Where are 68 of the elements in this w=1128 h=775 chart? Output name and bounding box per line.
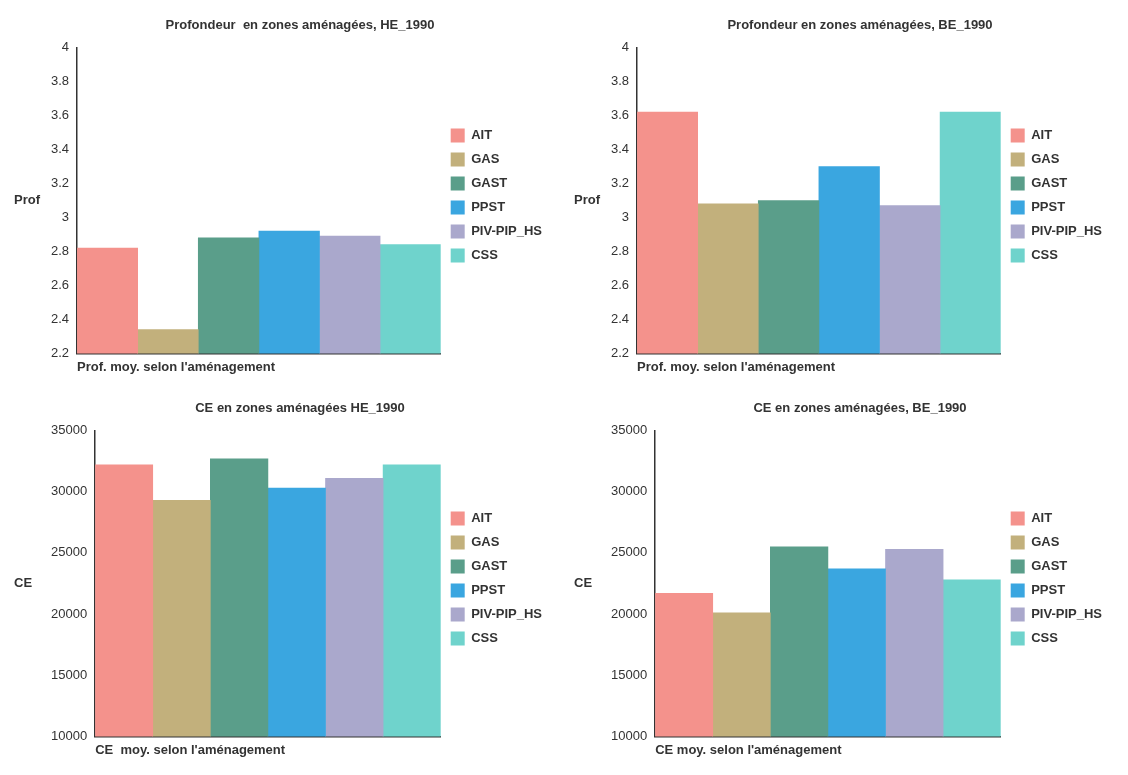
legend-label: AIT bbox=[471, 510, 493, 526]
legend-label: GAST bbox=[1031, 175, 1068, 191]
chart-title: Profondeur en zones aménagées, HE_1990 bbox=[165, 17, 435, 33]
legend-label: AIT bbox=[1031, 510, 1053, 526]
chart-title: CE en zones aménagées HE_1990 bbox=[195, 400, 405, 416]
legend-label: PIV-PIP_HS bbox=[471, 606, 543, 622]
legend-label: GAST bbox=[471, 558, 508, 574]
y-tick-label: 4 bbox=[621, 39, 630, 55]
y-tick-label: 2.8 bbox=[50, 243, 70, 259]
y-tick-label: 15000 bbox=[610, 666, 648, 682]
y-tick-label: 30000 bbox=[610, 483, 648, 499]
y-tick-label: 3 bbox=[621, 209, 630, 225]
legend-label: GAS bbox=[471, 534, 500, 550]
y-tick-label: 3.8 bbox=[50, 73, 70, 89]
y-tick-label: 20000 bbox=[50, 605, 88, 621]
y-tick-label: 2.4 bbox=[50, 311, 70, 326]
y-tick-label: 2.8 bbox=[610, 243, 630, 259]
y-tick-label: 35000 bbox=[610, 422, 648, 438]
y-axis-title: CE bbox=[574, 575, 593, 591]
legend-label: PIV-PIP_HS bbox=[471, 223, 543, 239]
x-axis-title: CE moy. selon l'aménagement bbox=[95, 741, 286, 757]
legend-label: GAST bbox=[471, 175, 508, 191]
y-tick-label: 3.6 bbox=[610, 107, 630, 123]
legend-label: CSS bbox=[1031, 630, 1059, 646]
y-tick-label: 3.6 bbox=[50, 107, 70, 123]
y-tick-label: 2.2 bbox=[610, 344, 630, 360]
y-tick-label: 3.2 bbox=[50, 175, 70, 191]
y-tick-label: 25000 bbox=[50, 544, 88, 560]
x-axis-title: Prof. moy. selon l'aménagement bbox=[637, 358, 836, 374]
y-axis-title: Prof bbox=[574, 192, 601, 208]
y-tick-label: 3.4 bbox=[610, 141, 630, 157]
legend-label: PPST bbox=[1031, 582, 1066, 598]
legend-label: CSS bbox=[1031, 247, 1059, 263]
y-tick-label: 4 bbox=[61, 39, 70, 55]
y-tick-label: 15000 bbox=[50, 666, 88, 682]
legend-label: GAS bbox=[1031, 151, 1060, 167]
y-tick-label: 3.2 bbox=[610, 175, 630, 191]
y-tick-label: 3.4 bbox=[50, 141, 70, 157]
y-tick-label: 3.8 bbox=[610, 73, 630, 89]
y-axis-title: CE bbox=[14, 575, 33, 591]
y-tick-label: 35000 bbox=[50, 422, 88, 438]
legend-label: PIV-PIP_HS bbox=[1031, 223, 1103, 239]
y-tick-label: 20000 bbox=[610, 605, 648, 621]
y-tick-label: 10000 bbox=[50, 727, 88, 743]
legend-label: GAS bbox=[471, 151, 500, 167]
y-tick-label: 2.6 bbox=[50, 277, 70, 293]
legend-label: GAS bbox=[1031, 534, 1060, 550]
legend-label: PPST bbox=[1031, 199, 1066, 215]
y-tick-label: 2.2 bbox=[50, 344, 70, 360]
legend-label: GAST bbox=[1031, 558, 1068, 574]
legend-label: PPST bbox=[471, 199, 506, 215]
y-tick-label: 30000 bbox=[50, 483, 88, 499]
y-tick-label: 25000 bbox=[610, 544, 648, 560]
legend-label: AIT bbox=[471, 127, 493, 143]
legend-label: PPST bbox=[471, 582, 506, 598]
y-axis-title: Prof bbox=[14, 192, 41, 208]
legend-label: PIV-PIP_HS bbox=[1031, 606, 1103, 622]
chart-title: CE en zones aménagées, BE_1990 bbox=[753, 400, 967, 416]
y-tick-label: 3 bbox=[61, 209, 70, 225]
y-tick-label: 2.6 bbox=[610, 277, 630, 293]
legend-label: AIT bbox=[1031, 127, 1053, 143]
y-tick-label: 10000 bbox=[610, 727, 648, 743]
legend-label: CSS bbox=[471, 247, 499, 263]
chart-title: Profondeur en zones aménagées, BE_1990 bbox=[727, 17, 993, 33]
x-axis-title: CE moy. selon l'aménagement bbox=[655, 741, 843, 757]
x-axis-title: Prof. moy. selon l'aménagement bbox=[77, 358, 276, 374]
legend-label: CSS bbox=[471, 630, 499, 646]
y-tick-label: 2.4 bbox=[610, 311, 630, 326]
